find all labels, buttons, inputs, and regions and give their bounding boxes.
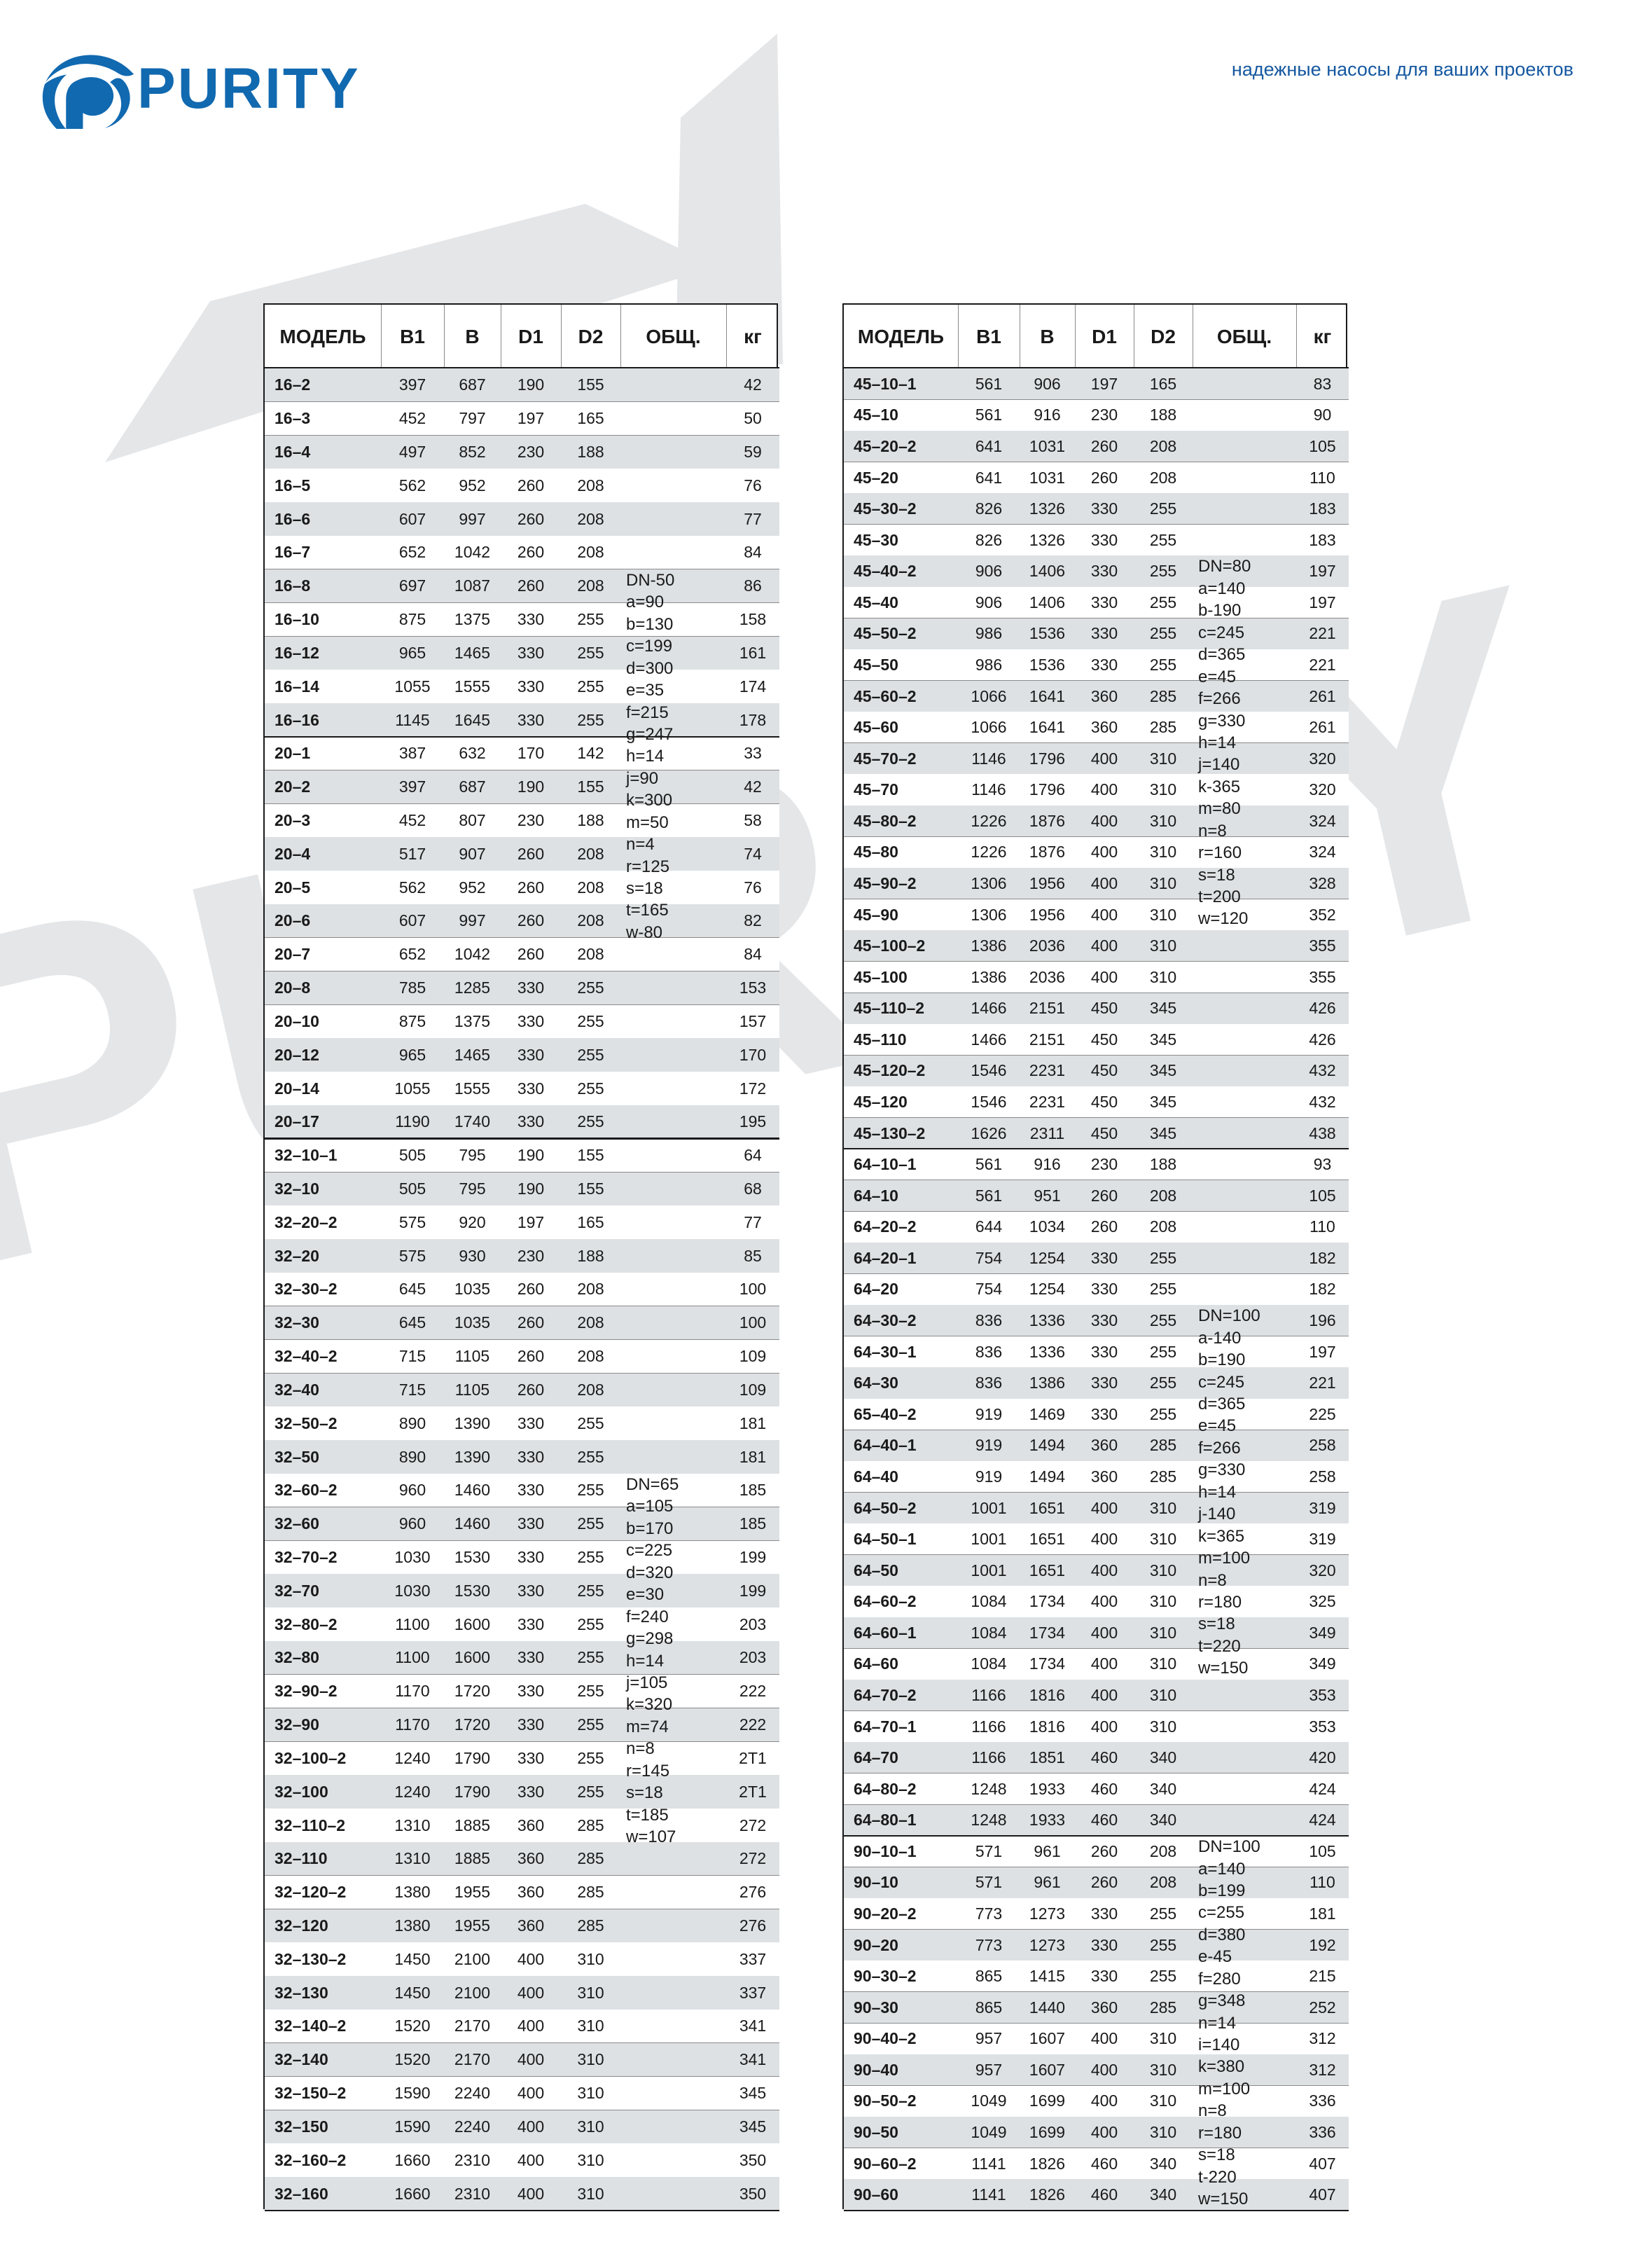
- svg-text:PURITY: PURITY: [0, 486, 1611, 1371]
